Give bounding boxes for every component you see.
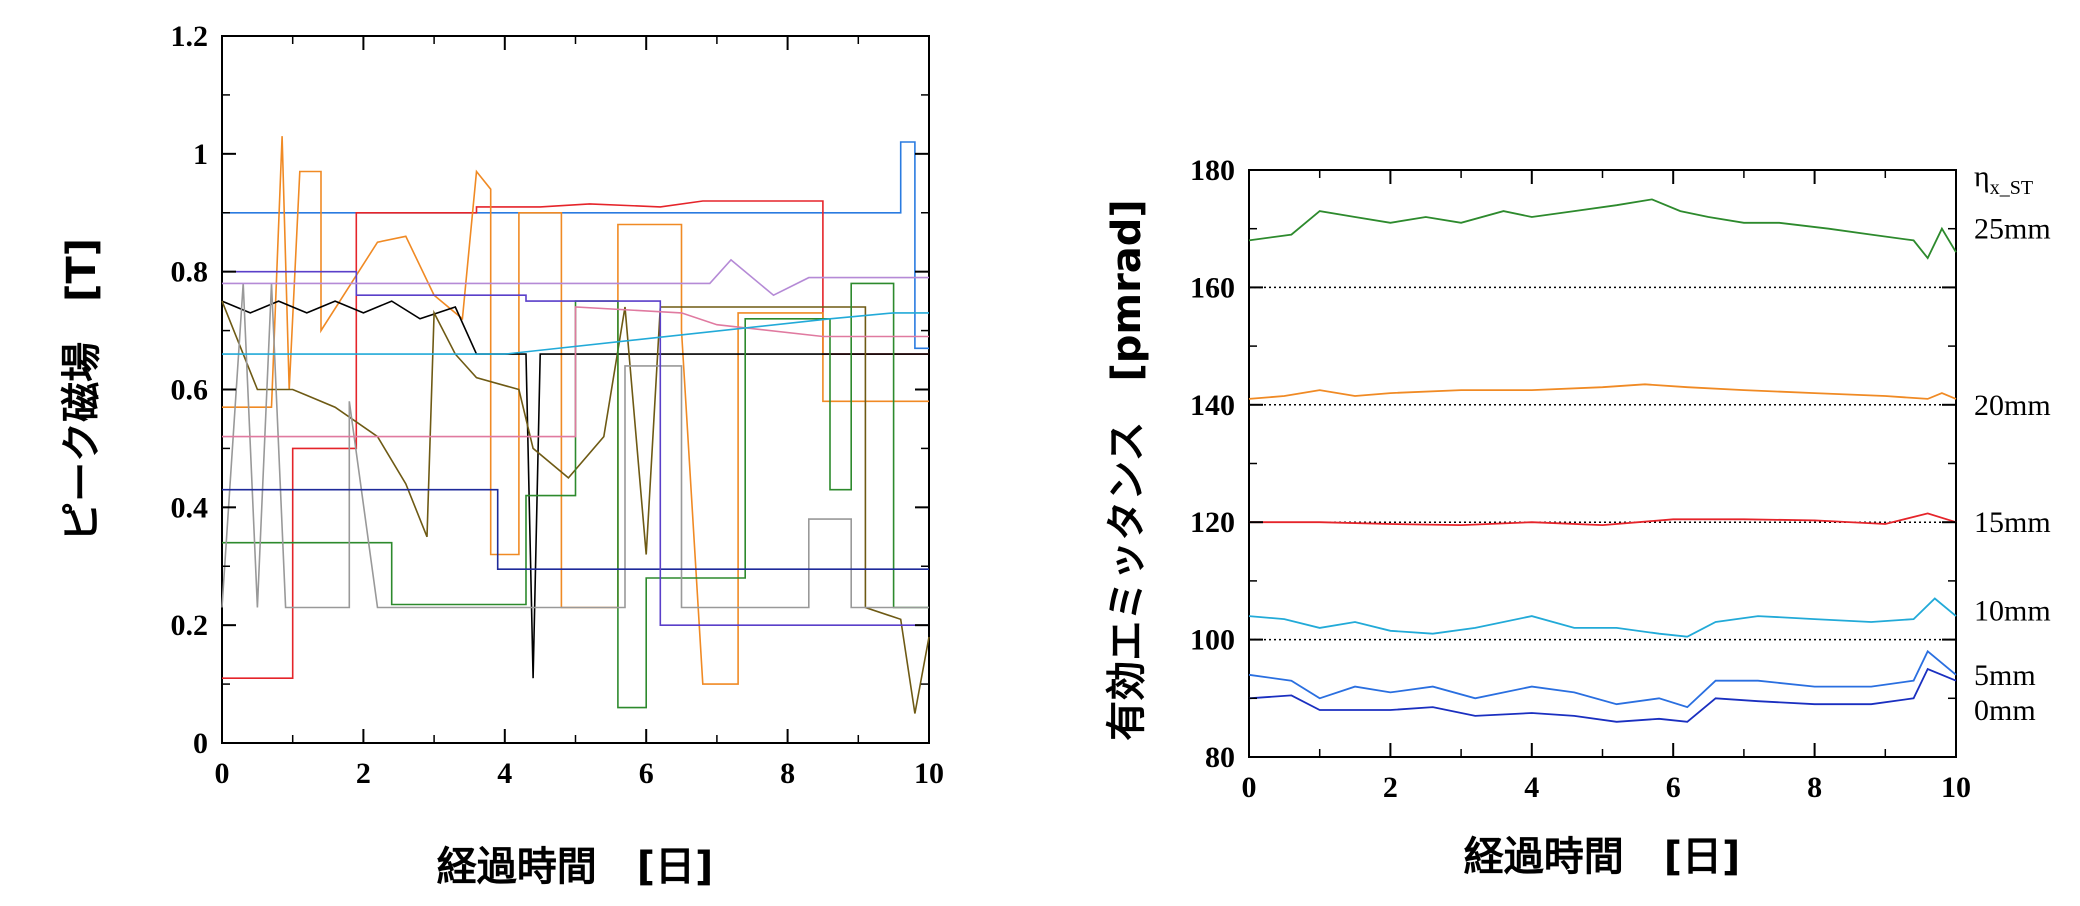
x-axis-label-right: 経過時間 [日] <box>1464 834 1741 880</box>
series-line-4 <box>221 300 930 714</box>
series-line-5mm <box>1248 649 1957 709</box>
x-tick-label: 4 <box>497 757 512 790</box>
y-tick-label: 0 <box>193 727 208 760</box>
x-tick-label: 6 <box>639 757 654 790</box>
x-tick-label: 0 <box>1242 771 1257 804</box>
emittance-chart: 0 2 4 6 8 10 80 100 120 140 160 180 ηx_ST 25mm 20mm 15… <box>1104 154 2051 880</box>
plot-frame-right <box>1248 169 1957 758</box>
series-annotation: 15mm <box>1974 506 2051 539</box>
y-tick-label: 140 <box>1190 389 1235 422</box>
x-tick-label: 6 <box>1666 771 1681 804</box>
series-line-10mm <box>1248 597 1957 638</box>
series-line-2 <box>222 136 929 685</box>
series-group-right <box>1248 198 1957 723</box>
x-tick-label: 10 <box>914 757 944 790</box>
series-annotation: 25mm <box>1974 213 2051 246</box>
ticks-right: 0 2 4 6 8 10 80 100 120 140 160 180 <box>1190 154 1971 804</box>
series-line-25mm <box>1248 198 1957 260</box>
y-tick-label: 1 <box>193 138 208 171</box>
y-tick-label: 120 <box>1190 506 1235 539</box>
x-tick-label: 8 <box>1807 771 1822 804</box>
series-annotation: 0mm <box>1974 694 2036 727</box>
peak-field-chart: 0 2 4 6 8 10 0 0.2 0.4 0.6 0.8 1 1.2 経過時間 [日] ピーク磁場 … <box>59 20 944 890</box>
series-line-0mm <box>1248 667 1957 723</box>
series-line-20mm <box>1248 383 1957 400</box>
series-line-15mm <box>1249 512 1957 527</box>
y-tick-label: 1.2 <box>171 20 209 53</box>
series-line-7 <box>222 488 929 570</box>
x-tick-label: 10 <box>1941 771 1971 804</box>
x-tick-label: 2 <box>356 757 371 790</box>
x-tick-label: 2 <box>1383 771 1398 804</box>
y-tick-label: 180 <box>1190 154 1235 187</box>
x-tick-label: 8 <box>780 757 795 790</box>
series-line-11 <box>222 312 929 355</box>
y-tick-label: 0.2 <box>171 609 209 642</box>
y-tick-label: 0.4 <box>171 491 209 524</box>
series-line-3 <box>221 300 929 679</box>
x-tick-label: 4 <box>1524 771 1539 804</box>
y-axis-label-right: 有効エミッタンス [pmrad] <box>1104 199 1150 740</box>
series-line-8 <box>222 270 929 626</box>
y-tick-label: 0.8 <box>171 256 209 289</box>
series-line-0 <box>222 141 929 350</box>
y-tick-label: 0.6 <box>171 374 209 407</box>
y-axis-label-left: ピーク磁場 [T] <box>59 238 105 542</box>
series-annotation: 20mm <box>1974 389 2051 422</box>
y-tick-label: 100 <box>1190 624 1235 657</box>
series-line-6 <box>221 283 929 609</box>
series-group-left <box>221 136 930 714</box>
series-line-1 <box>222 200 929 679</box>
x-axis-label-left: 経過時間 [日] <box>437 844 714 890</box>
series-annotation: 10mm <box>1974 594 2051 627</box>
x-tick-label: 0 <box>215 757 230 790</box>
y-tick-label: 160 <box>1190 271 1235 304</box>
series-line-9 <box>222 258 929 297</box>
y-tick-label: 80 <box>1205 741 1235 774</box>
series-annotation: ηx_ST <box>1974 160 2033 199</box>
series-line-10 <box>222 306 929 438</box>
ticks-left: 0 2 4 6 8 10 0 0.2 0.4 0.6 0.8 1 1.2 <box>171 20 945 790</box>
reference-lines-right <box>1249 286 1956 641</box>
series-line-5 <box>222 282 929 709</box>
series-annotation: 5mm <box>1974 659 2036 692</box>
